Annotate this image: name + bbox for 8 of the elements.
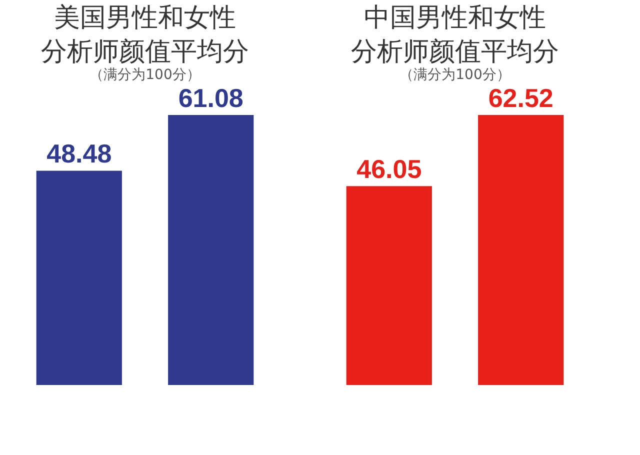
data-label: 46.05 (356, 154, 422, 184)
data-label: 61.08 (178, 83, 244, 113)
chart-title: 中国男性和女性分析师颜值平均分 (351, 3, 559, 67)
chart-title: 美国男性和女性分析师颜值平均分 (41, 3, 249, 67)
chart-subtitle: （满分为100分） (400, 67, 510, 83)
data-label: 62.52 (488, 83, 554, 113)
data-label: 48.48 (46, 138, 112, 169)
chart-subtitle: （满分为100分） (90, 67, 200, 83)
